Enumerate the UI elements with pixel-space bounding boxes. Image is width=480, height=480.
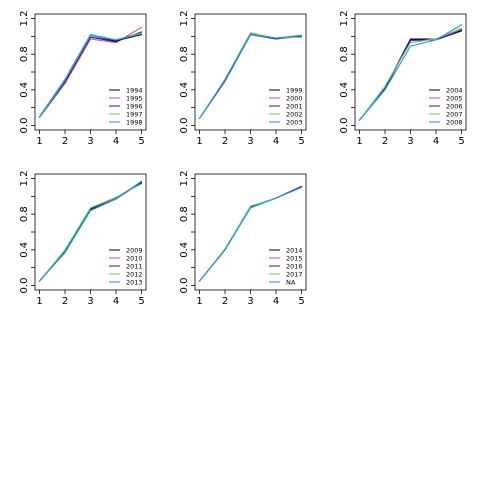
legend-label: 2001 <box>286 102 303 110</box>
y-tick-label: 0.0 <box>19 278 30 294</box>
legend-label: 2009 <box>126 246 143 254</box>
legend-label: 2015 <box>286 254 303 262</box>
legend-label: 1996 <box>126 102 143 110</box>
x-tick-label: 2 <box>222 136 228 147</box>
x-tick-label: 1 <box>36 136 42 147</box>
series-line-2003 <box>198 33 303 119</box>
y-tick-label: 0.0 <box>179 278 190 294</box>
y-tick-label: 0.8 <box>179 206 190 222</box>
y-tick-label: 0.8 <box>339 46 350 62</box>
legend-label: 2006 <box>446 102 463 110</box>
x-tick-label: 2 <box>62 296 68 307</box>
series-line-1996 <box>38 31 143 119</box>
x-tick-label: 1 <box>356 136 362 147</box>
legend-label: 2011 <box>126 262 143 270</box>
y-tick-label: 0.0 <box>339 118 350 134</box>
y-tick-label: 0.4 <box>179 242 190 258</box>
x-tick-label: 5 <box>298 296 304 307</box>
legend-label: 2003 <box>286 118 303 126</box>
y-tick-label: 1.2 <box>179 11 190 27</box>
legend-label: 1994 <box>126 86 143 94</box>
legend-label: 2013 <box>126 278 143 286</box>
x-tick-label: 4 <box>113 296 119 307</box>
legend-label: 2005 <box>446 94 463 102</box>
x-tick-label: 3 <box>247 296 253 307</box>
y-tick-label: 0.4 <box>19 82 30 98</box>
legend-label: 1997 <box>126 110 143 118</box>
x-tick-label: 3 <box>87 136 93 147</box>
x-tick-label: 2 <box>222 296 228 307</box>
series-line-NA <box>198 186 303 282</box>
x-tick-label: 3 <box>87 296 93 307</box>
series-line-2008 <box>358 24 463 121</box>
legend-label: 2008 <box>446 118 463 126</box>
legend-label: 2014 <box>286 246 303 254</box>
legend-label: 2012 <box>126 270 143 278</box>
x-tick-label: 1 <box>36 296 42 307</box>
y-tick-label: 1.2 <box>179 171 190 187</box>
legend-label: 2007 <box>446 110 463 118</box>
x-tick-label: 1 <box>196 296 202 307</box>
series-line-1998 <box>38 32 143 118</box>
x-tick-label: 5 <box>298 136 304 147</box>
legend-label: 2004 <box>446 86 463 94</box>
x-tick-label: 5 <box>138 296 144 307</box>
y-tick-label: 0.0 <box>19 118 30 134</box>
y-tick-label: 0.8 <box>19 206 30 222</box>
x-tick-label: 5 <box>458 136 464 147</box>
y-tick-label: 0.0 <box>179 118 190 134</box>
y-tick-label: 0.4 <box>339 82 350 98</box>
legend-label: 2000 <box>286 94 303 102</box>
y-tick-label: 0.4 <box>19 242 30 258</box>
x-tick-label: 4 <box>273 296 279 307</box>
x-tick-label: 5 <box>138 136 144 147</box>
x-tick-label: 4 <box>433 136 439 147</box>
y-tick-label: 0.4 <box>179 82 190 98</box>
y-tick-label: 1.2 <box>339 11 350 27</box>
legend-label: 2010 <box>126 254 143 262</box>
legend-label: 2017 <box>286 270 303 278</box>
y-tick-label: 1.2 <box>19 11 30 27</box>
legend-label: 2016 <box>286 262 303 270</box>
legend-label: 1999 <box>286 86 303 94</box>
x-tick-label: 3 <box>247 136 253 147</box>
x-tick-label: 4 <box>113 136 119 147</box>
x-tick-label: 3 <box>407 136 413 147</box>
x-tick-label: 2 <box>62 136 68 147</box>
legend-label: 2002 <box>286 110 303 118</box>
y-tick-label: 1.2 <box>19 171 30 187</box>
legend-label: NA <box>286 278 296 286</box>
y-tick-label: 0.8 <box>19 46 30 62</box>
x-tick-label: 1 <box>196 136 202 147</box>
x-tick-label: 2 <box>382 136 388 147</box>
legend-label: 1998 <box>126 118 143 126</box>
x-tick-label: 4 <box>273 136 279 147</box>
legend-label: 1995 <box>126 94 143 102</box>
series-line-2013 <box>38 180 143 282</box>
y-tick-label: 0.8 <box>179 46 190 62</box>
